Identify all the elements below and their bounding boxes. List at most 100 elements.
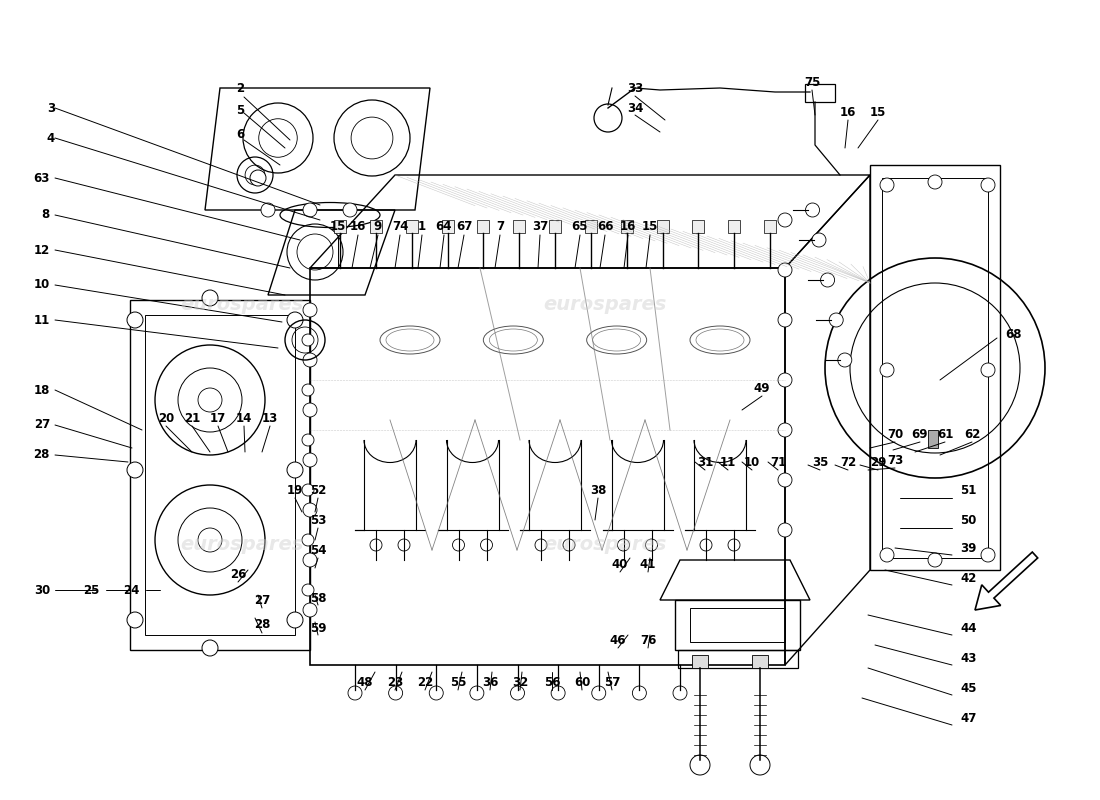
Text: 28: 28: [34, 449, 50, 462]
Bar: [477, 220, 490, 233]
Text: 4: 4: [46, 131, 55, 145]
Circle shape: [778, 213, 792, 227]
Bar: [805, 84, 835, 102]
Text: 46: 46: [609, 634, 626, 646]
Bar: [692, 220, 704, 233]
Text: 13: 13: [262, 411, 278, 425]
Circle shape: [481, 539, 493, 551]
Text: eurospares: eurospares: [180, 294, 304, 314]
Circle shape: [126, 312, 143, 328]
Bar: [928, 430, 938, 448]
Circle shape: [928, 175, 942, 189]
Text: 6: 6: [235, 129, 244, 142]
Text: 15: 15: [870, 106, 887, 118]
Bar: [678, 650, 798, 668]
Circle shape: [250, 170, 266, 186]
Circle shape: [202, 290, 218, 306]
Text: 48: 48: [356, 675, 373, 689]
Text: 51: 51: [960, 483, 977, 497]
Text: 47: 47: [960, 711, 977, 725]
Text: 11: 11: [34, 314, 50, 326]
Text: 45: 45: [960, 682, 977, 694]
Text: 43: 43: [960, 651, 977, 665]
Circle shape: [398, 539, 410, 551]
Circle shape: [202, 640, 218, 656]
Text: 2: 2: [235, 82, 244, 94]
Circle shape: [302, 584, 313, 596]
Circle shape: [805, 203, 820, 217]
Text: 1: 1: [418, 221, 426, 234]
Bar: [370, 220, 382, 233]
Circle shape: [821, 273, 835, 287]
Circle shape: [343, 203, 358, 217]
Bar: [549, 220, 561, 233]
Text: 69: 69: [912, 429, 928, 442]
Text: 75: 75: [804, 75, 821, 89]
Text: 19: 19: [287, 483, 304, 497]
Circle shape: [592, 686, 606, 700]
Circle shape: [287, 612, 303, 628]
Bar: [585, 220, 597, 233]
FancyArrow shape: [975, 552, 1037, 610]
Circle shape: [646, 539, 658, 551]
Text: 50: 50: [960, 514, 977, 526]
Circle shape: [370, 539, 382, 551]
Circle shape: [452, 539, 464, 551]
Text: 31: 31: [697, 455, 713, 469]
Text: 16: 16: [839, 106, 856, 118]
Text: 73: 73: [887, 454, 903, 466]
Circle shape: [690, 755, 710, 775]
Circle shape: [302, 353, 317, 367]
Text: 9: 9: [374, 221, 382, 234]
Circle shape: [812, 233, 826, 247]
Bar: [406, 220, 418, 233]
Text: 42: 42: [960, 571, 977, 585]
Text: 14: 14: [235, 411, 252, 425]
Text: 59: 59: [310, 622, 327, 634]
Text: 8: 8: [42, 209, 50, 222]
Circle shape: [778, 263, 792, 277]
Circle shape: [632, 686, 647, 700]
Text: 23: 23: [387, 675, 403, 689]
Text: 5: 5: [235, 103, 244, 117]
Circle shape: [673, 686, 688, 700]
Text: 38: 38: [590, 483, 606, 497]
Bar: [620, 220, 632, 233]
Text: 33: 33: [627, 82, 644, 94]
Text: 65: 65: [572, 221, 588, 234]
Text: 61: 61: [937, 429, 954, 442]
Circle shape: [535, 539, 547, 551]
Circle shape: [838, 353, 851, 367]
Text: 35: 35: [812, 455, 828, 469]
Circle shape: [510, 686, 525, 700]
Bar: [764, 220, 776, 233]
Bar: [657, 220, 669, 233]
Text: 3: 3: [47, 102, 55, 114]
Circle shape: [778, 313, 792, 327]
Circle shape: [126, 612, 143, 628]
Circle shape: [880, 178, 894, 192]
Text: 53: 53: [310, 514, 327, 526]
Text: 72: 72: [840, 455, 856, 469]
Text: 55: 55: [450, 675, 466, 689]
Circle shape: [981, 178, 996, 192]
Text: 28: 28: [254, 618, 271, 631]
Text: 40: 40: [612, 558, 628, 571]
Circle shape: [429, 686, 443, 700]
Circle shape: [778, 523, 792, 537]
Text: 37: 37: [532, 221, 548, 234]
Text: eurospares: eurospares: [543, 294, 667, 314]
Text: 52: 52: [310, 483, 327, 497]
Text: 68: 68: [1005, 329, 1022, 342]
Text: 16: 16: [619, 221, 636, 234]
Text: eurospares: eurospares: [180, 534, 304, 554]
Circle shape: [928, 553, 942, 567]
Text: 58: 58: [310, 591, 327, 605]
Circle shape: [388, 686, 403, 700]
Bar: [692, 655, 708, 668]
Circle shape: [302, 203, 317, 217]
Circle shape: [880, 548, 894, 562]
Text: 39: 39: [960, 542, 977, 554]
Text: 32: 32: [512, 675, 528, 689]
Circle shape: [302, 484, 313, 496]
